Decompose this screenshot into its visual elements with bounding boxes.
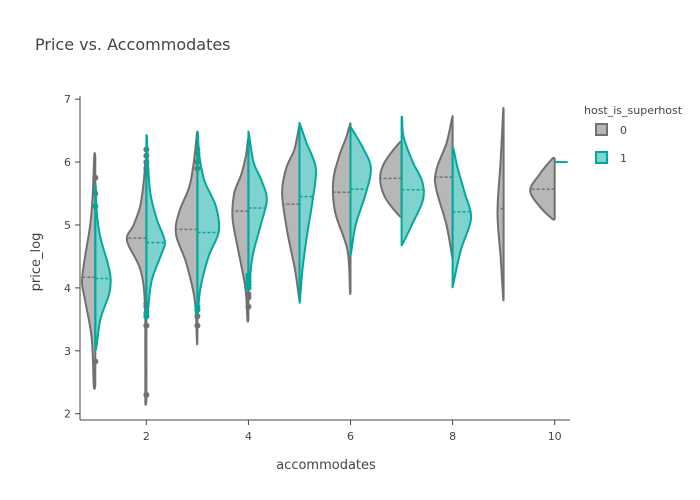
violin-0-x9[interactable] <box>496 107 505 302</box>
outlier-point[interactable] <box>143 310 150 317</box>
legend-item-0[interactable]: 0 <box>595 123 627 137</box>
axes: 2 3 4 5 6 7 2 4 6 8 10 <box>64 93 570 443</box>
violin-1-x8[interactable] <box>451 147 473 289</box>
y-axis-title: price_log <box>29 233 44 292</box>
legend-label-1: 1 <box>620 152 627 165</box>
violin-0-x5[interactable] <box>281 124 301 301</box>
y-tick-label: 4 <box>64 282 71 295</box>
violin-shape[interactable] <box>145 134 166 320</box>
y-tick-label: 5 <box>64 219 71 232</box>
outlier-point[interactable] <box>92 358 99 365</box>
x-tick-label: 8 <box>449 430 456 443</box>
violin-shape[interactable] <box>94 184 112 351</box>
violin-shape[interactable] <box>196 131 221 316</box>
violin-1-x6[interactable] <box>348 124 372 257</box>
legend-swatch-1 <box>595 151 608 164</box>
violin-shape[interactable] <box>496 107 505 302</box>
violin-1-x1[interactable] <box>92 184 112 351</box>
violin-shape[interactable] <box>125 159 148 406</box>
legend-swatch-0 <box>595 123 608 136</box>
violin-1-x5[interactable] <box>298 121 318 304</box>
x-tick-label: 10 <box>548 430 562 443</box>
x-axis-title: accommodates <box>276 458 376 473</box>
violin-shape[interactable] <box>433 115 454 260</box>
outlier-point[interactable] <box>245 291 252 298</box>
y-tick-label: 7 <box>64 93 71 106</box>
legend-label-0: 0 <box>620 124 627 137</box>
outlier-point[interactable] <box>194 303 201 310</box>
violin-0-x8[interactable] <box>433 115 454 260</box>
violin-shape[interactable] <box>331 122 352 295</box>
violin-1-x4[interactable] <box>245 130 268 291</box>
violin-shape[interactable] <box>81 152 97 390</box>
x-tick-label: 4 <box>245 430 252 443</box>
violin-1-x3[interactable] <box>194 131 221 316</box>
legend-title: host_is_superhost <box>584 104 683 117</box>
violin-0-x6[interactable] <box>331 122 352 295</box>
outlier-point[interactable] <box>143 322 150 329</box>
violin-shape[interactable] <box>400 115 425 247</box>
violin-1-x2[interactable] <box>143 134 166 320</box>
outlier-point[interactable] <box>245 272 252 279</box>
violin-shape[interactable] <box>174 130 199 346</box>
chart-title: Price vs. Accommodates <box>35 35 231 54</box>
violin-shape[interactable] <box>379 140 403 218</box>
outlier-point[interactable] <box>143 391 150 398</box>
y-tick-label: 3 <box>64 345 71 358</box>
outlier-point[interactable] <box>194 322 201 329</box>
violin-0-x7[interactable] <box>379 140 403 218</box>
outlier-point[interactable] <box>245 303 252 310</box>
outlier-point[interactable] <box>92 203 99 210</box>
violin-0-x10[interactable] <box>529 156 556 221</box>
legend[interactable]: host_is_superhost 0 1 <box>584 104 683 165</box>
legend-item-1[interactable]: 1 <box>595 151 627 165</box>
violin-shape[interactable] <box>451 147 473 289</box>
y-tick-label: 6 <box>64 156 71 169</box>
violin-1-x7[interactable] <box>400 115 425 247</box>
outlier-point[interactable] <box>194 313 201 320</box>
violin-shape[interactable] <box>247 130 268 288</box>
x-tick-label: 6 <box>347 430 354 443</box>
violin-shape[interactable] <box>298 121 318 304</box>
plot-area <box>81 107 568 406</box>
outlier-point[interactable] <box>92 174 99 181</box>
x-tick-label: 2 <box>143 430 150 443</box>
y-tick-label: 2 <box>64 408 71 421</box>
violin-shape[interactable] <box>348 124 372 257</box>
violin-shape[interactable] <box>281 124 301 301</box>
